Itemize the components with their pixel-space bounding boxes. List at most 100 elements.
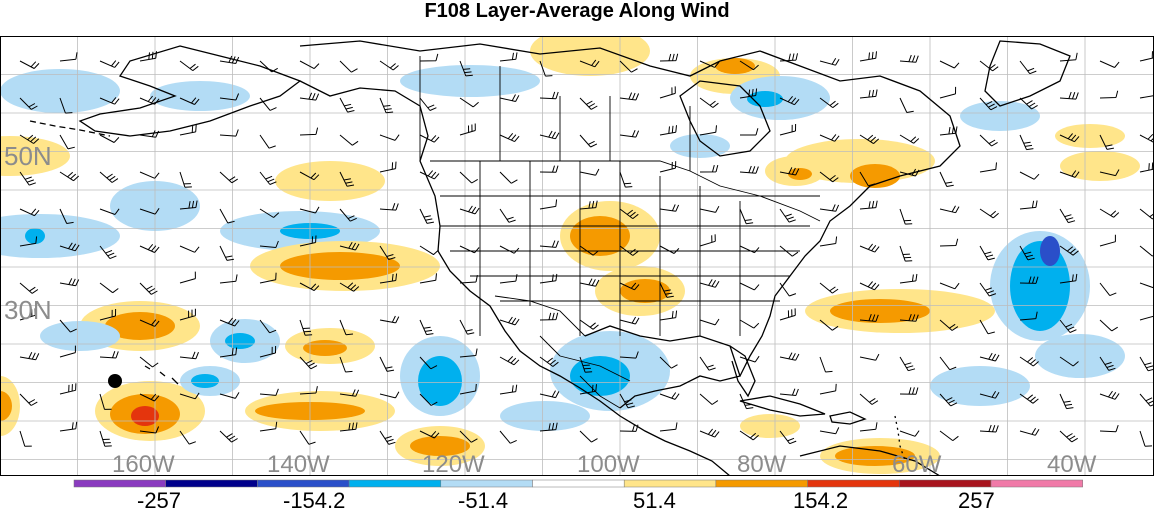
wind-barb — [499, 52, 518, 62]
wind-barb — [1019, 245, 1035, 261]
wind-barb — [699, 60, 720, 68]
wind-barb — [459, 319, 475, 335]
wind-barb — [459, 383, 477, 395]
wind-barb — [99, 351, 119, 359]
wind-barb — [179, 97, 200, 105]
state-lines-1 — [479, 161, 741, 336]
wind-barb — [59, 242, 80, 252]
hispaniola — [829, 411, 867, 425]
field-blob-light-blue — [930, 366, 1030, 406]
wind-barb — [779, 282, 797, 297]
wind-barb — [259, 421, 278, 432]
colorbar-label-neg51: -51.4 — [458, 488, 508, 511]
wind-barb — [499, 208, 516, 223]
colorbar-label-154: 154.2 — [793, 488, 848, 511]
wind-barb — [819, 427, 840, 435]
field-blob-light-blue — [960, 101, 1040, 131]
wind-barb — [1019, 200, 1038, 210]
wind-barb — [779, 123, 797, 136]
wind-barb — [139, 208, 160, 215]
wind-barb — [459, 97, 479, 108]
wind-barb — [1139, 282, 1154, 289]
wind-barb — [899, 356, 916, 372]
wind-barb — [1139, 430, 1153, 447]
wind-barb — [59, 52, 78, 62]
wind-barb — [1019, 97, 1038, 110]
wind-barb — [19, 282, 39, 294]
cuba — [739, 395, 826, 417]
wind-barb — [539, 390, 560, 399]
wind-barb — [379, 97, 394, 114]
wind-barb — [819, 171, 839, 183]
field-blob-mid-blue — [191, 374, 219, 388]
wind-barb — [339, 282, 360, 292]
wind-barb — [419, 53, 439, 62]
wind-barb — [899, 430, 920, 437]
wind-barb — [99, 171, 119, 183]
wind-barb — [899, 314, 919, 322]
florida — [729, 345, 756, 398]
wind-barb — [419, 319, 434, 336]
wind-barb — [939, 205, 960, 214]
wind-barb — [179, 245, 200, 253]
wind-barb — [179, 200, 198, 210]
wind-barb — [1019, 171, 1040, 180]
field-blob-mid-blue — [225, 333, 255, 349]
field-blob-light-yellow — [1060, 151, 1140, 181]
colorbar-boxes — [73, 479, 1083, 488]
wind-barb — [579, 97, 598, 110]
wind-barb — [1019, 428, 1040, 436]
field-blob-light-blue — [40, 321, 120, 351]
wind-barb — [259, 319, 277, 334]
canada-provinces — [419, 56, 691, 171]
wind-barb — [899, 54, 919, 63]
wind-barb — [939, 319, 959, 331]
wind-barb — [659, 53, 679, 62]
wind-barb — [859, 243, 880, 253]
wind-barb — [299, 319, 313, 336]
wind-barb — [819, 319, 839, 331]
wind-barb — [699, 393, 719, 405]
wind-barb — [139, 243, 160, 253]
field-blob-light-yellow — [275, 161, 385, 201]
wind-barb — [499, 430, 517, 444]
us-mexico-border — [494, 295, 586, 337]
wind-barb — [1019, 134, 1034, 151]
wind-barb — [579, 319, 599, 330]
wind-barb — [979, 134, 998, 147]
wind-barb — [339, 134, 359, 146]
wind-barb — [179, 60, 199, 71]
wind-barb — [579, 200, 598, 210]
wind-barb — [939, 393, 958, 407]
wind-barb — [699, 125, 717, 136]
wind-barb — [819, 236, 838, 247]
wind-barb — [139, 130, 160, 138]
wind-barb — [1099, 134, 1114, 150]
wind-barb — [739, 393, 754, 410]
wind-barb — [139, 282, 158, 295]
wind-barb — [299, 386, 318, 395]
wind-barb — [499, 356, 520, 366]
colorbar-box — [257, 479, 350, 488]
wind-barb — [579, 430, 598, 443]
wind-barb — [819, 282, 839, 294]
wind-barb — [779, 95, 800, 106]
wind-barb — [579, 356, 593, 373]
wind-barb — [299, 60, 320, 70]
wind-barb — [579, 384, 597, 395]
field-blob-light-blue — [670, 134, 730, 158]
wind-barb — [739, 355, 760, 363]
aleutians — [29, 120, 111, 137]
wind-barb — [619, 351, 639, 359]
wind-barb — [499, 245, 520, 254]
wind-barb — [739, 165, 759, 174]
wind-barb — [419, 430, 440, 439]
hudson-bay — [679, 80, 771, 157]
colorbar-box — [990, 479, 1083, 488]
wind-barb — [499, 171, 518, 184]
wind-barb — [19, 97, 38, 110]
field-blob-mid-blue — [1010, 241, 1070, 331]
wind-barb — [259, 171, 277, 185]
wind-barb — [579, 168, 600, 176]
wind-barb — [139, 393, 160, 402]
